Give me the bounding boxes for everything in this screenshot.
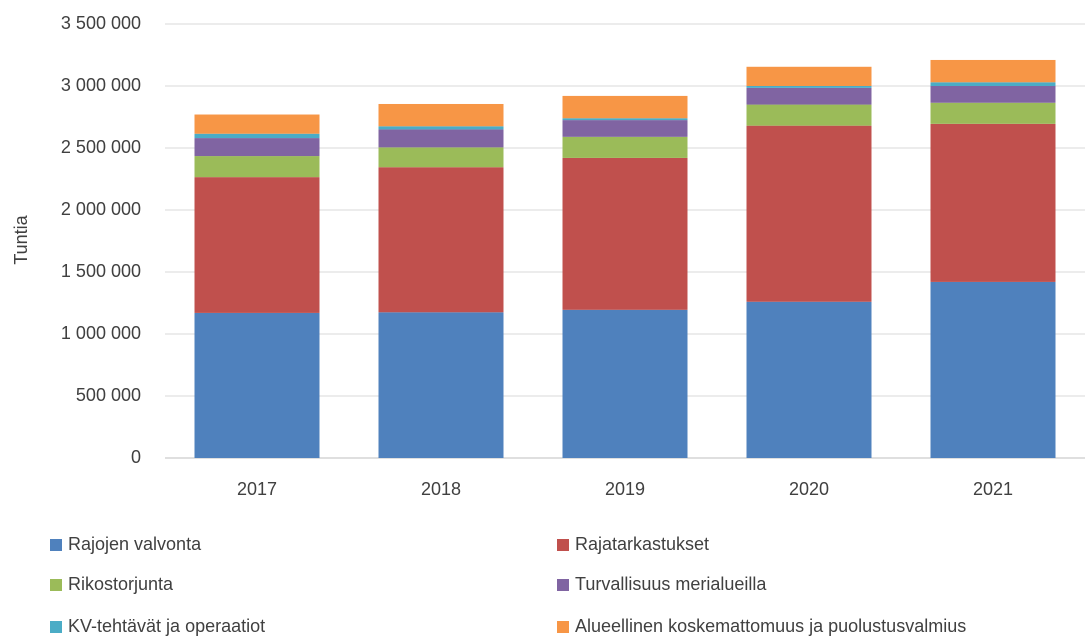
legend-swatch [557, 539, 569, 551]
legend-swatch [50, 579, 62, 591]
bar-segment [378, 103, 504, 127]
x-tick-label: 2021 [973, 479, 1013, 499]
bar-segment [746, 125, 872, 302]
bar-segment [378, 147, 504, 168]
y-tick-label: 2 000 000 [61, 199, 141, 219]
y-tick-label: 3 000 000 [61, 75, 141, 95]
bar-segment [930, 123, 1056, 282]
bar-segment [746, 87, 872, 105]
y-tick-label: 500 000 [76, 385, 141, 405]
bar-segment [930, 86, 1056, 103]
x-tick-label: 2018 [421, 479, 461, 499]
bar-segment [378, 312, 504, 458]
bar-segment [746, 301, 872, 458]
bar-segment [194, 177, 320, 313]
y-tick-label: 3 500 000 [61, 13, 141, 33]
x-tick-label: 2017 [237, 479, 277, 499]
bar-segment [378, 126, 504, 130]
bar-segment [378, 129, 504, 148]
legend-swatch [50, 621, 62, 633]
legend-swatch [50, 539, 62, 551]
legend-swatch [557, 621, 569, 633]
bar-segment [562, 95, 688, 119]
bar-segment [562, 157, 688, 310]
bar-segment [746, 104, 872, 126]
bar-segment [194, 138, 320, 157]
bar-segment [194, 156, 320, 178]
legend-label: Rajojen valvonta [68, 534, 202, 554]
bar-segment [930, 281, 1056, 458]
x-tick-label: 2019 [605, 479, 645, 499]
y-tick-label: 2 500 000 [61, 137, 141, 157]
bar-segment [194, 114, 320, 134]
bar-segment [562, 309, 688, 458]
bar-segment [930, 82, 1056, 86]
y-tick-label: 1 000 000 [61, 323, 141, 343]
bar-segment [194, 133, 320, 139]
bar-segment [562, 120, 688, 137]
legend-label: Rajatarkastukset [575, 534, 709, 554]
y-tick-label: 1 500 000 [61, 261, 141, 281]
legend-label: Turvallisuus merialueilla [575, 574, 767, 594]
bar-segment [194, 312, 320, 458]
bar-segment [930, 102, 1056, 124]
bar-segment [378, 167, 504, 313]
legend-label: Rikostorjunta [68, 574, 174, 594]
bar-segment [562, 136, 688, 158]
legend-label: Alueellinen koskemattomuus ja puolustusv… [575, 616, 966, 636]
x-tick-label: 2020 [789, 479, 829, 499]
y-axis-label: Tuntia [11, 214, 31, 264]
bar-segment [746, 66, 872, 86]
legend-label: KV-tehtävät ja operaatiot [68, 616, 265, 636]
bar-segment [562, 118, 688, 121]
legend-swatch [557, 579, 569, 591]
y-tick-label: 0 [131, 447, 141, 467]
bar-segment [746, 86, 872, 88]
bar-segment [930, 59, 1056, 83]
